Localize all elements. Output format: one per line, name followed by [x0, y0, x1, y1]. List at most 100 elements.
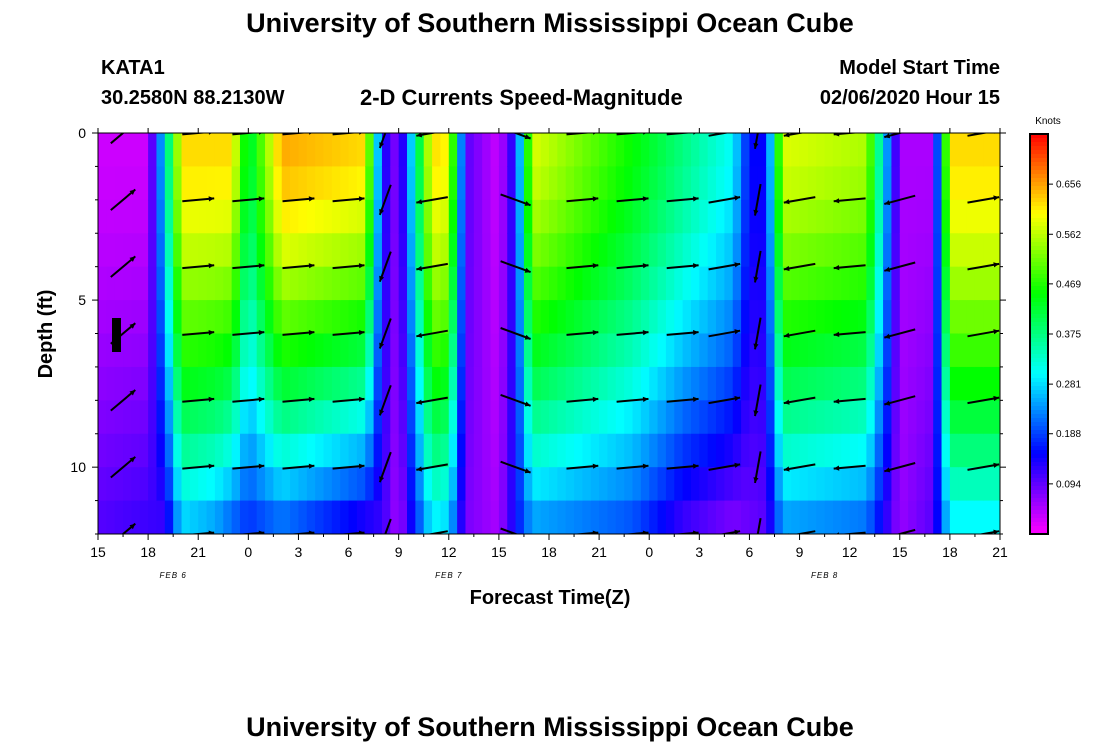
colorbar-step — [1030, 150, 1048, 155]
heatmap-cell — [966, 366, 976, 401]
heatmap-cell — [899, 233, 909, 268]
heatmap-cell — [640, 400, 650, 435]
heatmap-cell — [899, 400, 909, 435]
heatmap-cell — [974, 300, 984, 335]
heatmap-cell — [824, 166, 834, 201]
heatmap-cell — [983, 133, 993, 168]
heatmap-cell — [298, 433, 308, 468]
heatmap-cell — [457, 500, 467, 534]
colorbar-step — [1030, 290, 1048, 295]
heatmap-cell — [298, 166, 308, 201]
heatmap-cell — [916, 133, 926, 168]
heatmap-cell — [515, 233, 525, 268]
heatmap-cell — [557, 400, 567, 435]
heatmap-cell — [799, 400, 809, 435]
heatmap-cell — [841, 266, 851, 301]
vector-arrowhead — [693, 530, 699, 534]
heatmap-cell — [315, 199, 325, 234]
heatmap-cell — [624, 133, 634, 168]
heatmap-cell — [540, 300, 550, 335]
heatmap-cell — [164, 433, 174, 468]
heatmap-cell — [223, 233, 233, 268]
heatmap-cell — [974, 166, 984, 201]
heatmap-cell — [448, 199, 458, 234]
heatmap-cell — [148, 500, 158, 534]
heatmap-cell — [665, 500, 675, 534]
heatmap-cell — [724, 300, 734, 335]
heatmap-cell — [507, 400, 517, 435]
heatmap-cell — [398, 467, 408, 502]
heatmap-cell — [824, 133, 834, 168]
heatmap-cell — [273, 400, 283, 435]
colorbar-step — [1030, 322, 1048, 327]
heatmap-cell — [916, 400, 926, 435]
heatmap-cell — [498, 500, 508, 534]
heatmap-cell — [657, 233, 667, 268]
heatmap-cell — [482, 333, 492, 368]
heatmap-cell — [732, 400, 742, 435]
heatmap-cell — [782, 166, 792, 201]
heatmap-cell — [858, 199, 867, 234]
heatmap-cell — [532, 133, 542, 168]
heatmap-cell — [415, 133, 425, 168]
heatmap-cell — [423, 199, 433, 234]
heatmap-cell — [390, 433, 400, 468]
heatmap-cell — [239, 366, 249, 401]
heatmap-cell — [941, 300, 951, 335]
heatmap-cell — [899, 266, 909, 301]
heatmap-cell — [682, 433, 692, 468]
heatmap-cell — [958, 266, 968, 301]
heatmap-cell — [131, 166, 141, 201]
heatmap-cell — [958, 400, 968, 435]
heatmap-cell — [607, 433, 617, 468]
heatmap-cell — [899, 333, 909, 368]
heatmap-cell — [649, 400, 659, 435]
heatmap-cell — [114, 199, 124, 234]
heatmap-cell — [423, 467, 433, 502]
heatmap-cell — [883, 233, 893, 268]
heatmap-cell — [816, 133, 826, 168]
heatmap-cell — [273, 133, 283, 168]
colorbar-step — [1030, 394, 1048, 399]
heatmap-cell — [273, 433, 283, 468]
vector-arrowhead — [833, 198, 840, 204]
colorbar-step — [1030, 490, 1048, 495]
heatmap-cell — [557, 199, 567, 234]
colorbar-step — [1030, 278, 1048, 283]
heatmap-cell — [265, 433, 274, 468]
heatmap-cell — [507, 467, 517, 502]
heatmap-cell — [649, 433, 659, 468]
heatmap-cell — [649, 266, 659, 301]
heatmap-cell — [323, 233, 333, 268]
heatmap-cell — [540, 366, 550, 401]
heatmap-cell — [674, 199, 684, 234]
heatmap-cell — [164, 467, 174, 502]
heatmap-cell — [290, 433, 300, 468]
heatmap-cell — [448, 166, 458, 201]
heatmap-cell — [373, 366, 383, 401]
heatmap-cell — [757, 266, 767, 301]
heatmap-cell — [791, 133, 801, 168]
vector-arrowhead — [884, 467, 891, 473]
colorbar-step — [1030, 314, 1048, 319]
heatmap-cell — [891, 500, 901, 534]
heatmap-cell — [281, 266, 291, 301]
heatmap-cell — [398, 333, 408, 368]
heatmap-cell — [432, 166, 442, 201]
heatmap-cell — [874, 300, 884, 335]
heatmap-cell — [148, 266, 158, 301]
heatmap-cell — [590, 133, 600, 168]
heatmap-cell — [206, 266, 216, 301]
heatmap-cell — [265, 467, 274, 502]
heatmap-cell — [123, 333, 133, 368]
heatmap-cell — [899, 166, 909, 201]
heatmap-cell — [874, 333, 884, 368]
heatmap-cell — [991, 400, 1000, 435]
colorbar-step — [1030, 170, 1048, 175]
heatmap-cell — [507, 133, 517, 168]
heatmap-cell — [415, 366, 425, 401]
colorbar-step — [1030, 378, 1048, 383]
heatmap-cell — [607, 300, 617, 335]
heatmap-cell — [924, 166, 934, 201]
